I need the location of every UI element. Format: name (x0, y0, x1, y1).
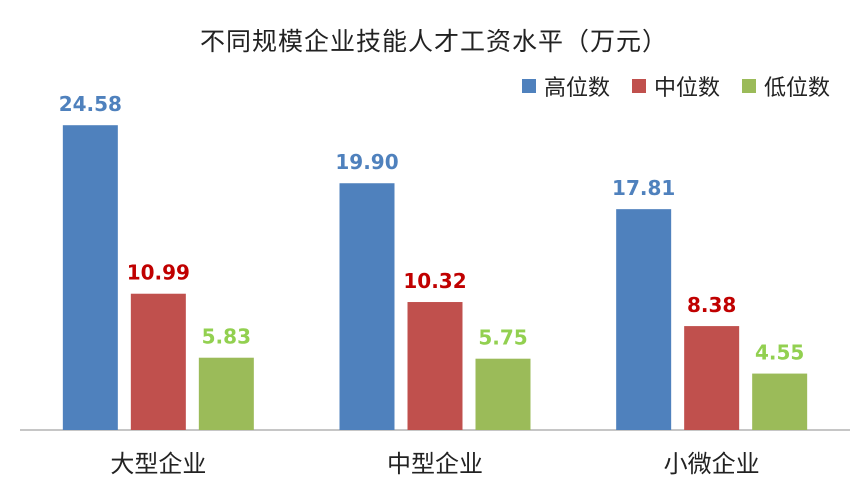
category-label-2: 小微企业 (664, 450, 760, 478)
bar-high-0 (62, 125, 118, 430)
data-label-low-1: 5.75 (478, 326, 527, 350)
bar-median-0 (130, 293, 186, 430)
data-label-high-2: 17.81 (612, 176, 675, 200)
bar-low-0 (198, 357, 254, 430)
bar-low-1 (475, 358, 531, 430)
bar-high-1 (339, 183, 395, 430)
legend-label-high: 高位数 (543, 76, 610, 101)
category-label-1: 中型企业 (387, 450, 483, 478)
data-label-high-0: 24.58 (59, 92, 122, 116)
legend-item-high: 高位数 (521, 70, 610, 102)
legend-swatch-low (741, 79, 756, 93)
data-label-median-1: 10.32 (403, 269, 466, 293)
bar-low-2 (752, 373, 808, 430)
legend-label-median: 中位数 (653, 76, 720, 101)
data-label-low-0: 5.83 (202, 325, 251, 349)
legend-swatch-median (631, 79, 646, 93)
data-label-low-2: 4.55 (755, 341, 804, 365)
category-label-0: 大型企业 (110, 450, 206, 478)
bar-median-2 (684, 326, 740, 430)
data-label-median-2: 8.38 (687, 293, 736, 317)
data-label-median-0: 10.99 (127, 261, 190, 285)
bar-high-2 (616, 209, 672, 430)
chart-title: 不同规模企业技能人才工资水平（万元） (199, 27, 668, 56)
legend-item-low: 低位数 (741, 70, 830, 102)
legend-swatch-high (521, 79, 536, 93)
legend-label-low: 低位数 (763, 76, 830, 101)
legend: 高位数 中位数 低位数 (521, 70, 830, 102)
bar-median-1 (407, 302, 463, 430)
data-label-high-1: 19.90 (335, 150, 398, 174)
legend-item-median: 中位数 (631, 70, 720, 102)
